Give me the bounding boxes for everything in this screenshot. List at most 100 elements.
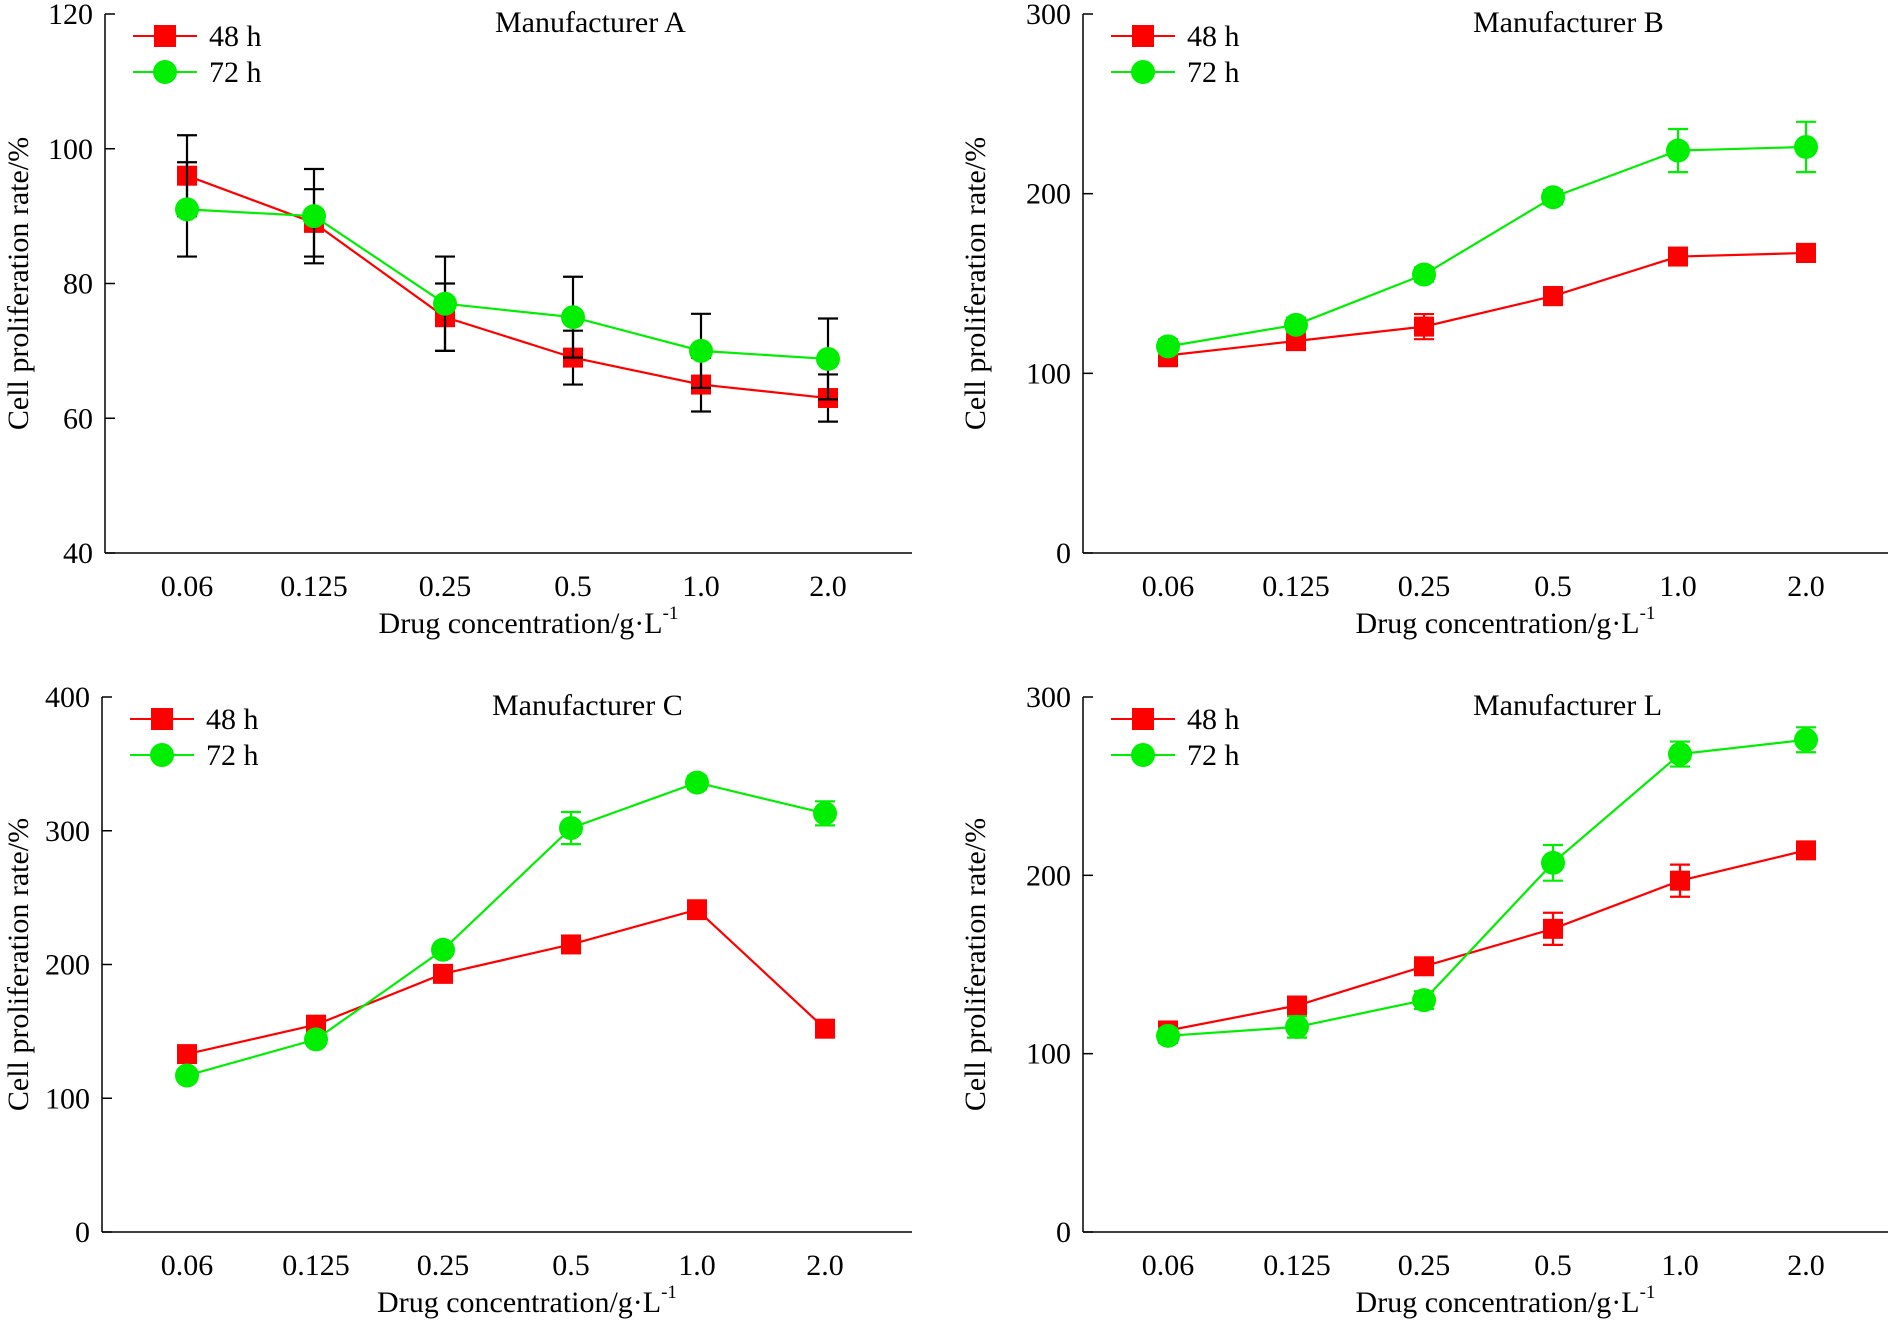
data-point-circle	[1541, 850, 1565, 875]
series-48-h	[1158, 840, 1816, 1041]
y-tick-label: 0	[1056, 537, 1071, 570]
x-tick-label: 2.0	[1787, 1249, 1825, 1282]
data-point-circle	[813, 801, 837, 826]
legend-marker-circle	[153, 60, 177, 84]
x-axis-title: Drug concentration/g·L-1	[379, 603, 679, 640]
y-tick-label: 40	[63, 537, 93, 570]
x-tick-label: 0.5	[1534, 570, 1572, 603]
data-point-square	[1543, 918, 1563, 939]
data-point-square	[177, 1044, 197, 1065]
y-tick-label: 100	[45, 1082, 90, 1115]
data-point-circle	[1541, 185, 1565, 210]
data-point-circle	[816, 346, 840, 371]
series-line	[1167, 849, 1807, 1032]
series-line	[1167, 145, 1807, 348]
y-tick-label: 400	[45, 681, 90, 714]
x-tick-label: 0.5	[554, 570, 592, 603]
x-tick-label: 1.0	[1659, 570, 1697, 603]
data-point-circle	[1412, 988, 1436, 1013]
legend-marker-square	[151, 708, 173, 730]
x-tick-label: 0.06	[161, 570, 214, 603]
data-point-circle	[689, 338, 713, 363]
legend-label: 72 h	[1187, 56, 1240, 89]
y-tick-label: 100	[48, 133, 93, 166]
y-tick-label: 300	[45, 815, 90, 848]
series-line	[1167, 251, 1807, 357]
series-72-h	[1156, 120, 1818, 359]
series-48-h	[1158, 242, 1816, 368]
legend-marker-square	[154, 25, 176, 47]
chart-panel-1: 40 60 80 100 120 0.06 0.125 0.25 0.5 1.0 2.0 Drug c…	[2, 0, 912, 640]
series-48-h	[177, 134, 838, 423]
x-tick-label: 0.125	[280, 570, 348, 603]
data-point-square	[1796, 242, 1816, 263]
x-tick-label: 0.25	[417, 1249, 470, 1282]
data-point-square	[433, 963, 453, 984]
data-point-circle	[175, 1063, 199, 1088]
legend-label: 48 h	[1187, 20, 1240, 53]
x-tick-label: 0.06	[1142, 570, 1195, 603]
data-point-square	[1670, 870, 1690, 891]
x-tick-label: 0.125	[1262, 570, 1330, 603]
x-tick-label: 1.0	[1661, 1249, 1699, 1282]
x-tick-label: 0.25	[1398, 1249, 1451, 1282]
y-tick-label: 80	[63, 268, 93, 301]
legend-label: 72 h	[209, 56, 262, 89]
chart-title: Manufacturer B	[1473, 6, 1664, 39]
legend-label: 48 h	[1187, 703, 1240, 736]
chart-panel-2: 0 100 200 300 0.06 0.125 0.25 0.5 1.0 2.0 Drug con…	[959, 0, 1888, 640]
data-point-circle	[1156, 1023, 1180, 1048]
y-axis-title: Cell proliferation rate/%	[2, 137, 35, 430]
data-point-square	[1414, 956, 1434, 977]
series-72-h	[175, 770, 837, 1088]
y-tick-label: 60	[63, 402, 93, 435]
data-point-circle	[1668, 742, 1692, 767]
data-point-circle	[175, 197, 199, 222]
y-tick-label: 200	[45, 949, 90, 982]
legend-label: 48 h	[209, 20, 262, 53]
data-point-circle	[431, 937, 455, 962]
y-tick-label: 0	[75, 1216, 90, 1249]
legend-label: 72 h	[206, 739, 259, 772]
data-point-circle	[1794, 134, 1818, 159]
x-tick-label: 2.0	[1787, 570, 1825, 603]
data-point-circle	[433, 291, 457, 316]
y-tick-label: 200	[1026, 178, 1071, 211]
series-line	[186, 908, 826, 1056]
x-axis-title: Drug concentration/g·L-1	[1356, 603, 1656, 640]
x-tick-label: 0.06	[1142, 1249, 1195, 1282]
data-point-square	[1287, 995, 1307, 1016]
data-point-circle	[1794, 727, 1818, 752]
y-axis-title: Cell proliferation rate/%	[959, 137, 992, 430]
data-point-circle	[304, 1027, 328, 1052]
data-point-circle	[1156, 334, 1180, 359]
x-tick-label: 0.5	[552, 1249, 590, 1282]
y-axis-title: Cell proliferation rate/%	[959, 818, 992, 1111]
legend-marker-circle	[1131, 743, 1155, 767]
series-line	[186, 174, 829, 400]
legend-marker-circle	[150, 743, 174, 767]
x-tick-label: 1.0	[678, 1249, 716, 1282]
data-point-square	[1543, 286, 1563, 307]
data-point-square	[1414, 316, 1434, 337]
x-tick-label: 1.0	[682, 570, 720, 603]
chart-title: Manufacturer L	[1473, 689, 1662, 722]
x-tick-label: 0.25	[1398, 570, 1451, 603]
data-point-circle	[302, 204, 326, 229]
legend-marker-circle	[1131, 60, 1155, 84]
data-point-circle	[1666, 138, 1690, 163]
data-point-square	[687, 899, 707, 920]
y-tick-label: 200	[1026, 859, 1071, 892]
y-tick-label: 0	[1056, 1216, 1071, 1249]
chart-panel-3: 0 100 200 300 400 0.06 0.125 0.25 0.5 1.0 2.0 Drug …	[2, 681, 912, 1319]
series-line	[1167, 738, 1807, 1037]
y-axis-title: Cell proliferation rate/%	[2, 818, 35, 1111]
x-tick-label: 2.0	[809, 570, 847, 603]
data-point-circle	[561, 305, 585, 330]
y-tick-label: 300	[1026, 0, 1071, 31]
x-tick-label: 2.0	[806, 1249, 844, 1282]
x-tick-label: 0.5	[1534, 1249, 1572, 1282]
data-point-square	[1796, 840, 1816, 861]
series-line	[186, 208, 829, 361]
